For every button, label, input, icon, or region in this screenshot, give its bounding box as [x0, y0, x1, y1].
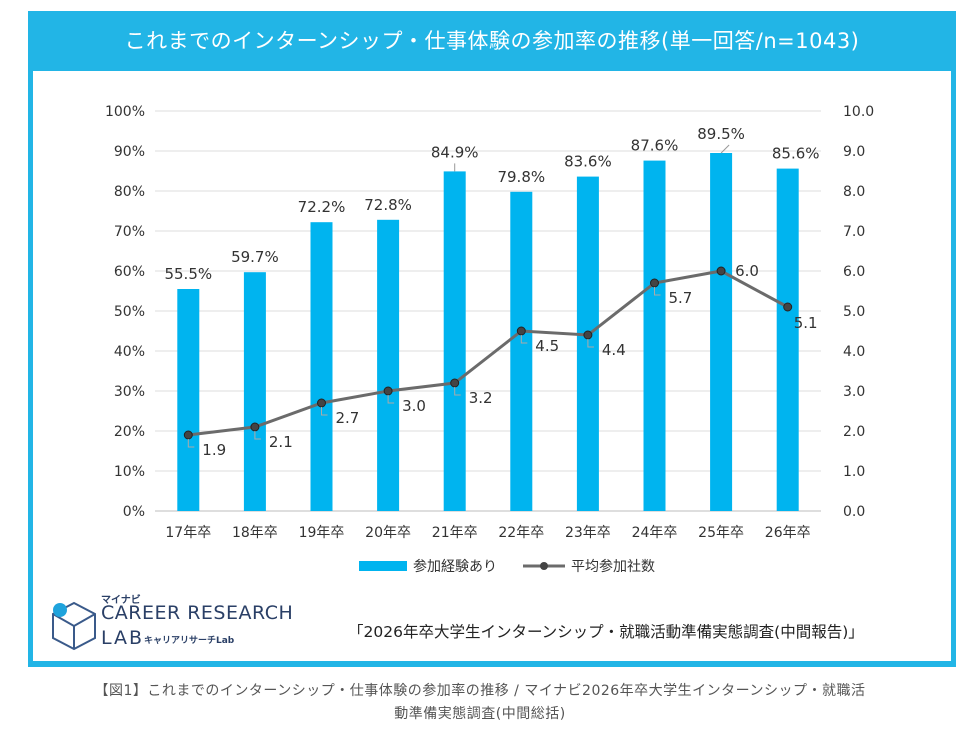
y-right-tick-label: 8.0 [843, 184, 865, 200]
caption-line1: 【図1】これまでのインターンシップ・仕事体験の参加率の推移 / マイナビ2026… [94, 683, 866, 699]
bar-label-leader [720, 144, 730, 154]
x-tick-label: 26年卒 [765, 525, 811, 541]
bar [377, 219, 400, 512]
bar-value-label: 89.5% [697, 125, 745, 143]
bar-value-label: 72.2% [298, 198, 346, 216]
line-value-label: 5.1 [794, 314, 818, 332]
bar-value-label: 83.6% [564, 153, 612, 171]
y-right-tick-label: 6.0 [843, 264, 865, 280]
legend-label-line: 平均参加社数 [571, 558, 655, 575]
y-left-tick-label: 100% [105, 104, 145, 120]
line-point [650, 278, 659, 288]
logo-line2: LAB [101, 627, 145, 649]
bar [177, 289, 200, 511]
bar [443, 171, 466, 511]
bar-value-label: 59.7% [231, 248, 279, 266]
line-point [516, 326, 526, 336]
bar-value-label: 85.6% [772, 145, 820, 163]
line-point [583, 330, 593, 340]
bar [643, 160, 666, 511]
line-point [317, 398, 326, 408]
chart-title: これまでのインターンシップ・仕事体験の参加率の推移(単一回答/n=1043) [124, 29, 860, 53]
y-left-tick-label: 0% [123, 504, 145, 520]
line-point [183, 430, 193, 440]
y-left-tick-label: 80% [114, 184, 145, 200]
line-label-leader [454, 387, 461, 396]
line-value-label: 4.5 [535, 337, 559, 355]
line-label-leader [520, 335, 528, 344]
y-right-tick-label: 10.0 [843, 104, 874, 120]
y-left-tick-label: 20% [114, 424, 145, 440]
figure-caption: 【図1】これまでのインターンシップ・仕事体験の参加率の推移 / マイナビ2026… [0, 680, 960, 726]
x-tick-label: 17年卒 [165, 525, 211, 541]
bar-value-label: 87.6% [631, 137, 679, 155]
line-point [716, 266, 726, 276]
source-note: 「2026年卒大学生インターンシップ・就職活動準備実態調査(中間報告)」 [348, 623, 864, 641]
line-label-leader [254, 431, 261, 440]
y-right-tick-label: 2.0 [843, 424, 865, 440]
y-right-tick-label: 4.0 [843, 344, 865, 360]
line-label-leader [187, 439, 195, 448]
x-tick-label: 19年卒 [299, 525, 345, 541]
x-tick-label: 20年卒 [365, 525, 411, 541]
x-tick-label: 18年卒 [232, 525, 278, 541]
line-label-leader [387, 395, 395, 404]
y-left-tick-label: 60% [114, 264, 145, 280]
line-point [383, 386, 393, 396]
y-right-tick-label: 1.0 [843, 464, 865, 480]
y-left-tick-label: 90% [114, 144, 145, 160]
y-left-tick-label: 40% [114, 344, 145, 360]
bar [243, 272, 266, 511]
line-label-leader [321, 407, 328, 416]
x-tick-label: 24年卒 [632, 525, 678, 541]
x-tick-label: 23年卒 [565, 525, 611, 541]
line-value-label: 3.0 [402, 397, 426, 415]
legend-marker-line [540, 562, 548, 570]
line-point [250, 422, 260, 432]
chart-panel: 0% 10% 20% 30% 40% 50% 60% 70% 80% 90% 100% 0.0 1.0 2… [33, 71, 951, 661]
line-value-label: 2.1 [269, 433, 293, 451]
legend-swatch-bar [359, 561, 407, 571]
career-research-lab-logo: マイナビ CAREER RESEARCH LAB キャリアリサーチLab [49, 591, 319, 653]
line-value-label: 5.7 [669, 289, 693, 307]
logo-line1: CAREER RESEARCH [101, 602, 294, 624]
y-right-tick-label: 7.0 [843, 224, 865, 240]
line-value-label: 4.4 [602, 341, 626, 359]
bar-value-label: 84.9% [431, 143, 479, 161]
line-label-leader [587, 339, 594, 348]
line-point [450, 378, 460, 388]
line-point [783, 302, 793, 312]
bar [776, 168, 799, 511]
line-value-label: 1.9 [202, 441, 226, 459]
caption-line2: 動準備実態調査(中間総括) [394, 706, 566, 722]
x-tick-label: 25年卒 [698, 525, 744, 541]
line-value-label: 2.7 [336, 409, 360, 427]
line-label-leader [654, 287, 661, 296]
bar-value-label: 79.8% [497, 168, 545, 186]
y-left-tick-label: 30% [114, 384, 145, 400]
line-value-label: 6.0 [735, 262, 759, 280]
bar [310, 222, 333, 511]
bar-value-label: 55.5% [164, 265, 212, 283]
line-value-label: 3.2 [469, 389, 493, 407]
y-left-tick-label: 10% [114, 464, 145, 480]
y-left-tick-label: 70% [114, 224, 145, 240]
logo-kana: マイナビ [101, 595, 141, 606]
legend-label-bar: 参加経験あり [413, 558, 497, 575]
bar [710, 153, 733, 511]
combo-chart: 0% 10% 20% 30% 40% 50% 60% 70% 80% 90% 100% 0.0 1.0 2… [105, 104, 874, 575]
y-right-tick-label: 9.0 [843, 144, 865, 160]
line-series [188, 269, 789, 437]
y-right-tick-label: 0.0 [843, 504, 865, 520]
logo-subtext: キャリアリサーチLab [144, 636, 235, 646]
logo-cube-icon [52, 601, 96, 651]
chart-frame: これまでのインターンシップ・仕事体験の参加率の推移(単一回答/n=1043) 0… [28, 11, 956, 667]
bar [510, 191, 533, 512]
y-right-tick-label: 3.0 [843, 384, 865, 400]
bar-value-label: 72.8% [364, 196, 412, 214]
x-tick-label: 22年卒 [498, 525, 544, 541]
y-left-tick-label: 50% [114, 304, 145, 320]
y-right-tick-label: 5.0 [843, 304, 865, 320]
x-tick-label: 21年卒 [432, 525, 478, 541]
